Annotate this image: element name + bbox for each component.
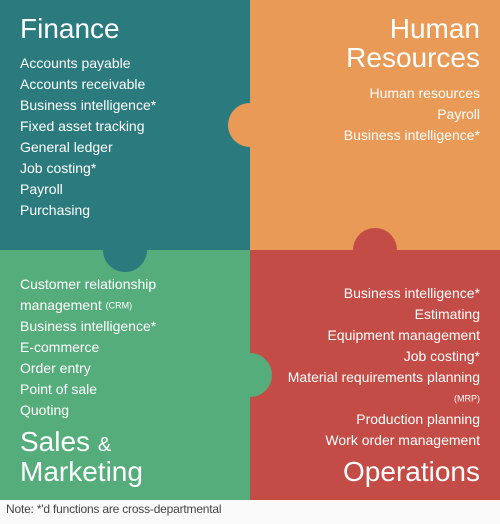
- hr-items: Human resourcesPayrollBusiness intellige…: [270, 83, 480, 146]
- finance-item: Business intelligence*: [20, 95, 230, 116]
- puzzle-knob-finance-into-sales: [103, 228, 147, 272]
- sales-item: Order entry: [20, 358, 230, 379]
- ops-title: Operations: [270, 457, 480, 486]
- finance-title: Finance: [20, 14, 230, 43]
- sales-item: E-commerce: [20, 337, 230, 358]
- puzzle-infographic: Finance Accounts payableAccounts receiva…: [0, 0, 500, 500]
- ops-item: Work order management: [270, 430, 480, 451]
- finance-items: Accounts payableAccounts receivableBusin…: [20, 53, 230, 221]
- quadrant-finance: Finance Accounts payableAccounts receiva…: [0, 0, 250, 250]
- sales-item: Quoting: [20, 400, 230, 421]
- finance-item: Job costing*: [20, 158, 230, 179]
- ops-item: Estimating: [270, 304, 480, 325]
- ops-items: Business intelligence*EstimatingEquipmen…: [270, 283, 480, 451]
- ops-item: Production planning: [270, 409, 480, 430]
- finance-item: Accounts payable: [20, 53, 230, 74]
- quadrant-sales: Sales & Marketing Customer relationship …: [0, 250, 250, 500]
- quadrant-ops: Operations Business intelligence*Estimat…: [250, 250, 500, 500]
- ops-item: Business intelligence*: [270, 283, 480, 304]
- ops-item: Equipment management: [270, 325, 480, 346]
- finance-item: Purchasing: [20, 200, 230, 221]
- hr-item: Payroll: [270, 104, 480, 125]
- sales-item: Point of sale: [20, 379, 230, 400]
- ops-item: Job costing*: [270, 346, 480, 367]
- puzzle-knob-hr-into-finance: [228, 103, 272, 147]
- sales-title: Sales & Marketing: [20, 427, 230, 486]
- sales-item: Customer relationship management (CRM): [20, 274, 230, 316]
- footnote: Note: *'d functions are cross-department…: [6, 502, 221, 516]
- finance-item: General ledger: [20, 137, 230, 158]
- hr-title: Human Resources: [270, 14, 480, 73]
- ops-item: Material requirements planning (MRP): [270, 367, 480, 409]
- hr-item: Business intelligence*: [270, 125, 480, 146]
- finance-item: Payroll: [20, 179, 230, 200]
- quadrant-hr: Human Resources Human resourcesPayrollBu…: [250, 0, 500, 250]
- sales-items: Customer relationship management (CRM)Bu…: [20, 274, 230, 421]
- finance-item: Accounts receivable: [20, 74, 230, 95]
- sales-item: Business intelligence*: [20, 316, 230, 337]
- puzzle-knob-ops-into-hr: [353, 228, 397, 272]
- puzzle-knob-sales-into-ops: [228, 353, 272, 397]
- finance-item: Fixed asset tracking: [20, 116, 230, 137]
- hr-item: Human resources: [270, 83, 480, 104]
